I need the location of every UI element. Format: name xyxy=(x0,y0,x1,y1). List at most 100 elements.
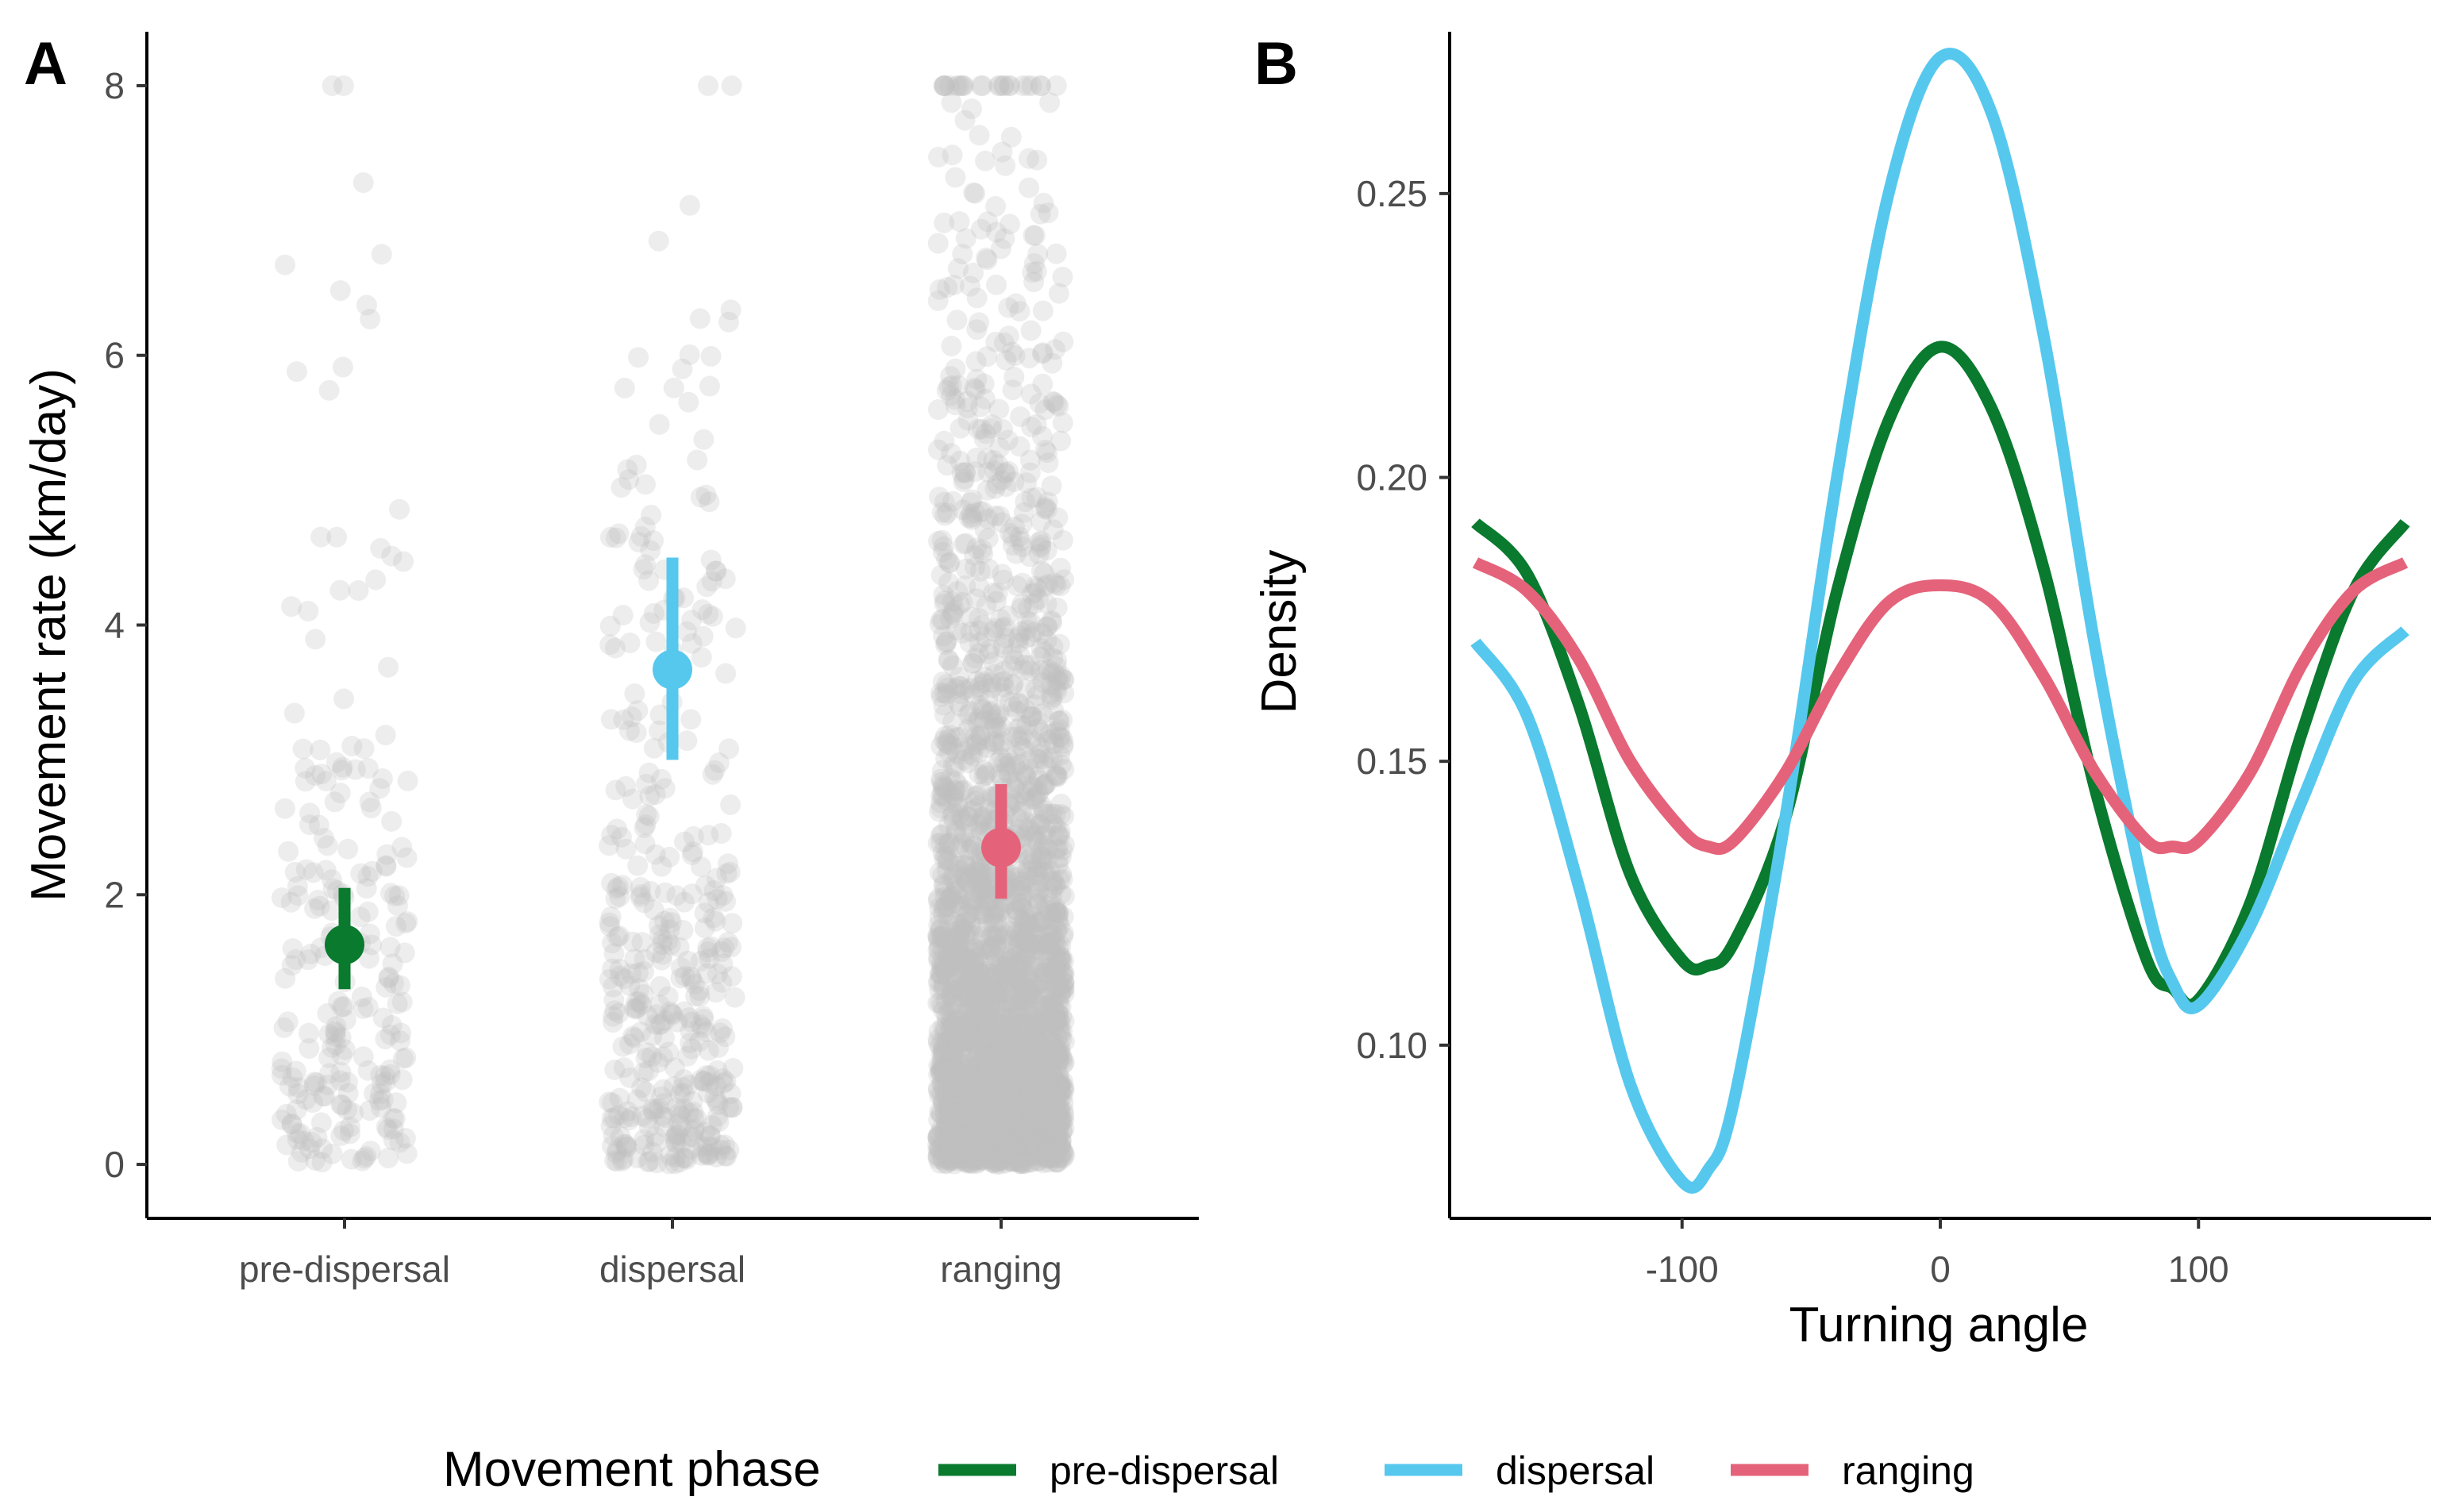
jitter-point xyxy=(370,1083,391,1105)
jitter-point xyxy=(974,1094,996,1115)
mean-point-pre-dispersal xyxy=(325,925,364,965)
jitter-point xyxy=(947,791,969,813)
jitter-point xyxy=(965,883,986,904)
jitter-point xyxy=(1053,962,1074,983)
jitter-point xyxy=(678,391,699,413)
jitter-point xyxy=(942,591,963,612)
jitter-point xyxy=(613,1057,634,1079)
jitter-point xyxy=(654,1027,675,1048)
jitter-point xyxy=(626,997,648,1018)
jitter-point xyxy=(957,1053,978,1075)
jitter-point xyxy=(307,890,329,910)
jitter-point xyxy=(969,707,990,729)
jitter-point xyxy=(932,1057,953,1079)
jitter-point xyxy=(376,856,397,877)
jitter-point xyxy=(957,1107,979,1128)
jitter-point xyxy=(930,1044,952,1065)
jitter-point xyxy=(286,1099,307,1121)
jitter-point xyxy=(1046,1104,1067,1125)
jitter-point xyxy=(1000,1007,1022,1029)
jitter-point xyxy=(343,1102,364,1124)
jitter-point xyxy=(664,1153,686,1175)
jitter-point xyxy=(1038,748,1060,769)
jitter-point xyxy=(699,1072,720,1094)
jitter-point xyxy=(953,952,975,974)
jitter-point xyxy=(932,783,953,805)
jitter-point xyxy=(715,1071,737,1092)
jitter-point xyxy=(351,987,372,1007)
jitter-point xyxy=(969,968,990,989)
jitter-point xyxy=(646,1152,668,1174)
jitter-point xyxy=(318,379,340,401)
jitter-point xyxy=(699,375,720,397)
jitter-point xyxy=(1036,1148,1057,1169)
jitter-point xyxy=(1023,1145,1044,1166)
jitter-point xyxy=(942,491,963,512)
jitter-point xyxy=(986,1061,1007,1083)
jitter-point xyxy=(971,874,992,895)
jitter-point xyxy=(678,1074,699,1095)
jitter-point xyxy=(607,1140,628,1161)
jitter-point xyxy=(932,760,953,781)
jitter-point xyxy=(1020,1152,1042,1173)
jitter-point xyxy=(690,1069,711,1091)
jitter-point xyxy=(1002,1136,1023,1157)
jitter-point xyxy=(945,394,966,416)
jitter-point xyxy=(938,741,960,763)
jitter-point xyxy=(702,764,723,785)
jitter-point xyxy=(945,952,966,974)
jitter-point xyxy=(1040,936,1061,957)
jitter-point xyxy=(1030,1113,1051,1134)
jitter-point xyxy=(333,688,355,710)
jitter-point xyxy=(687,449,708,471)
jitter-point xyxy=(955,558,976,579)
jitter-point xyxy=(1037,946,1058,968)
jitter-point xyxy=(312,1138,333,1160)
jitter-point xyxy=(1030,908,1051,929)
jitter-point xyxy=(603,989,625,1010)
jitter-point xyxy=(673,1001,695,1022)
jitter-point xyxy=(287,1151,309,1172)
jitter-point xyxy=(1017,1136,1038,1157)
jitter-point xyxy=(950,946,971,968)
jitter-point xyxy=(941,1085,962,1106)
jitter-point xyxy=(361,934,382,956)
jitter-point xyxy=(975,1012,996,1033)
jitter-point xyxy=(310,526,332,548)
jitter-point xyxy=(991,1110,1012,1132)
jitter-point xyxy=(1050,935,1072,956)
jitter-point xyxy=(957,1099,978,1121)
jitter-point xyxy=(1027,1045,1048,1067)
jitter-point xyxy=(661,912,682,933)
jitter-point xyxy=(1038,1056,1059,1077)
jitter-point xyxy=(1028,1033,1050,1055)
jitter-point xyxy=(984,1050,1005,1071)
jitter-point xyxy=(1030,560,1052,582)
jitter-point xyxy=(976,1113,998,1134)
jitter-point xyxy=(958,986,980,1007)
jitter-point xyxy=(1037,881,1058,902)
jitter-point xyxy=(942,755,964,776)
jitter-point xyxy=(962,972,984,994)
jitter-point xyxy=(717,932,738,953)
jitter-point xyxy=(979,1074,1000,1095)
jitter-point xyxy=(275,254,296,275)
jitter-point xyxy=(941,1148,962,1169)
jitter-point xyxy=(1041,1123,1062,1145)
jitter-point xyxy=(941,1015,962,1037)
jitter-point xyxy=(359,923,380,945)
jitter-point xyxy=(715,1145,736,1167)
jitter-point xyxy=(611,477,632,498)
jitter-point xyxy=(681,844,703,865)
jitter-point xyxy=(701,1114,722,1136)
jitter-point xyxy=(966,287,988,309)
jitter-point xyxy=(1023,1138,1044,1160)
jitter-point xyxy=(998,971,1019,992)
jitter-point xyxy=(988,1110,1009,1132)
jitter-point xyxy=(349,906,371,928)
jitter-point xyxy=(930,564,952,586)
jitter-point xyxy=(635,1048,657,1068)
jitter-point xyxy=(1029,933,1050,955)
jitter-point xyxy=(631,932,653,953)
